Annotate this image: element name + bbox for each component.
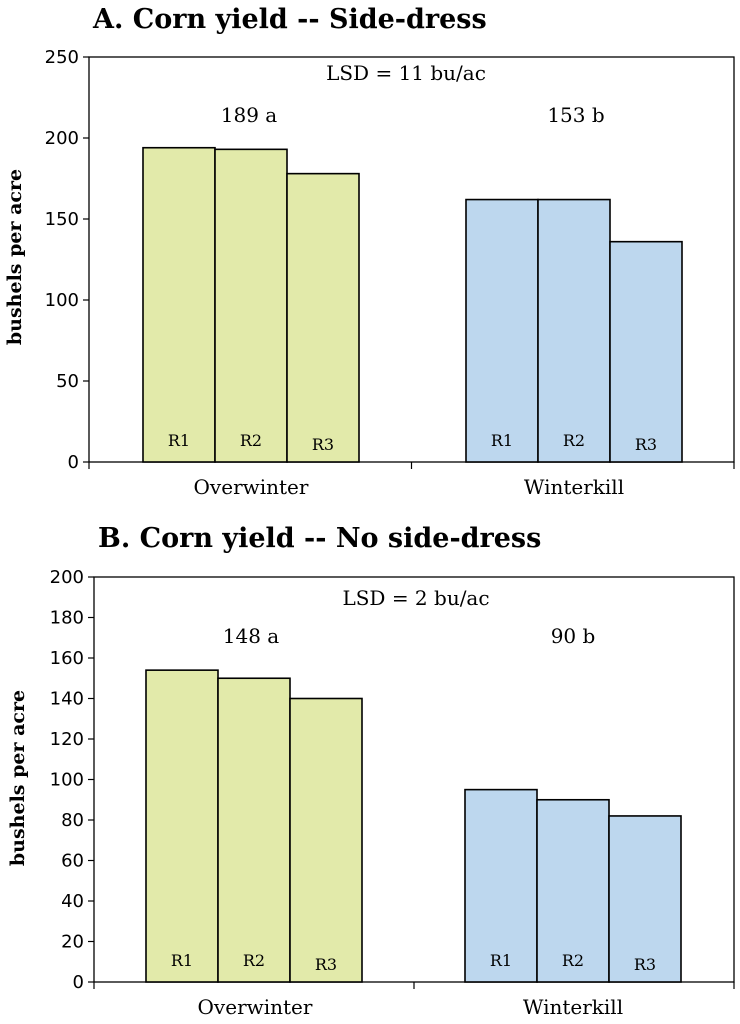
panel-b-y-tick-label: 160 <box>50 648 84 669</box>
panel-a-bar-label-overwinter-r3: R3 <box>312 435 334 454</box>
panel-a-bar-overwinter-r1 <box>142 146 216 463</box>
panel-a-category-overwinter: Overwinter <box>194 475 309 499</box>
panel-b-y-tick-label: 100 <box>50 770 84 791</box>
panel-a-bar-winterkill-r1 <box>465 198 539 463</box>
panel-a-bar-label-overwinter-r1: R1 <box>168 431 190 450</box>
panel-b-y-tick-label: 140 <box>50 689 84 710</box>
panel-a-bar-overwinter-r3 <box>286 172 360 463</box>
panel-b-plot-area: 0 20 40 60 80 100 120 140 160 180 200 R1 R2 R3 R1 R2 R3 <box>50 567 735 993</box>
panel-b-group-annotation-winterkill: 90 b <box>551 624 596 648</box>
panel-b: B. Corn yield -- No side-dress bushels p… <box>7 523 735 1019</box>
panel-a-bar-label-winterkill-r3: R3 <box>635 435 657 454</box>
panel-a-title: A. Corn yield -- Side-dress <box>92 4 487 35</box>
panel-a-y-tick-label: 50 <box>56 371 79 392</box>
panel-a-bar-winterkill-r3 <box>609 240 683 463</box>
panel-b-y-tick-label: 200 <box>50 567 84 588</box>
panel-a-y-tick-label: 150 <box>45 209 79 230</box>
panel-b-y-tick-label: 60 <box>61 851 84 872</box>
panel-b-bar-label-overwinter-r1: R1 <box>171 951 193 970</box>
panel-b-y-tick-label: 20 <box>61 932 84 953</box>
panel-a-bar-winterkill-r2 <box>537 198 611 463</box>
panel-a-y-axis-label: bushels per acre <box>4 169 26 345</box>
panel-a-group-annotation-winterkill: 153 b <box>547 103 604 127</box>
panel-b-bar-label-winterkill-r3: R3 <box>634 955 656 974</box>
panel-b-lsd-label: LSD = 2 bu/ac <box>342 586 489 610</box>
panel-b-bar-overwinter-r2 <box>217 677 291 983</box>
panel-b-y-tick-label: 120 <box>50 729 84 750</box>
panel-a-group-annotation-overwinter: 189 a <box>221 103 278 127</box>
panel-b-y-tick-label: 40 <box>61 891 84 912</box>
panel-b-bar-label-winterkill-r1: R1 <box>490 951 512 970</box>
panel-b-bar-label-overwinter-r2: R2 <box>243 951 265 970</box>
panel-b-group-annotation-overwinter: 148 a <box>223 624 280 648</box>
panel-a-bar-overwinter-r2 <box>214 148 288 463</box>
panel-a-bar-label-winterkill-r2: R2 <box>563 431 585 450</box>
panel-b-bar-label-overwinter-r3: R3 <box>315 955 337 974</box>
panel-b-y-tick-label: 180 <box>50 608 84 629</box>
panel-b-category-overwinter: Overwinter <box>198 995 313 1019</box>
panel-b-bar-overwinter-r1 <box>145 669 219 983</box>
panel-b-y-axis-label: bushels per acre <box>7 690 29 866</box>
panel-b-bar-winterkill-r3 <box>608 815 682 983</box>
panel-a-y-tick-label: 0 <box>68 452 79 473</box>
panel-a-bar-label-overwinter-r2: R2 <box>240 431 262 450</box>
panel-b-title: B. Corn yield -- No side-dress <box>98 523 541 554</box>
panel-a-y-tick-label: 200 <box>45 128 79 149</box>
panel-a-lsd-label: LSD = 11 bu/ac <box>326 61 486 85</box>
panel-a-y-tick-label: 100 <box>45 290 79 311</box>
panel-b-y-tick-label: 0 <box>73 972 84 993</box>
panel-b-bar-overwinter-r3 <box>289 697 363 983</box>
panel-a: A. Corn yield -- Side-dress bushels per … <box>4 4 735 499</box>
panel-b-bar-label-winterkill-r2: R2 <box>562 951 584 970</box>
panel-b-y-tick-label: 80 <box>61 810 84 831</box>
panel-a-bar-label-winterkill-r1: R1 <box>491 431 513 450</box>
panel-b-bar-winterkill-r1 <box>464 788 538 983</box>
panel-a-category-winterkill: Winterkill <box>524 475 624 499</box>
panel-b-category-winterkill: Winterkill <box>523 995 623 1019</box>
panel-a-plot-area: 0 50 100 150 200 250 R1 R2 R3 R1 R2 R3 <box>45 47 735 473</box>
panel-a-y-tick-label: 250 <box>45 47 79 68</box>
